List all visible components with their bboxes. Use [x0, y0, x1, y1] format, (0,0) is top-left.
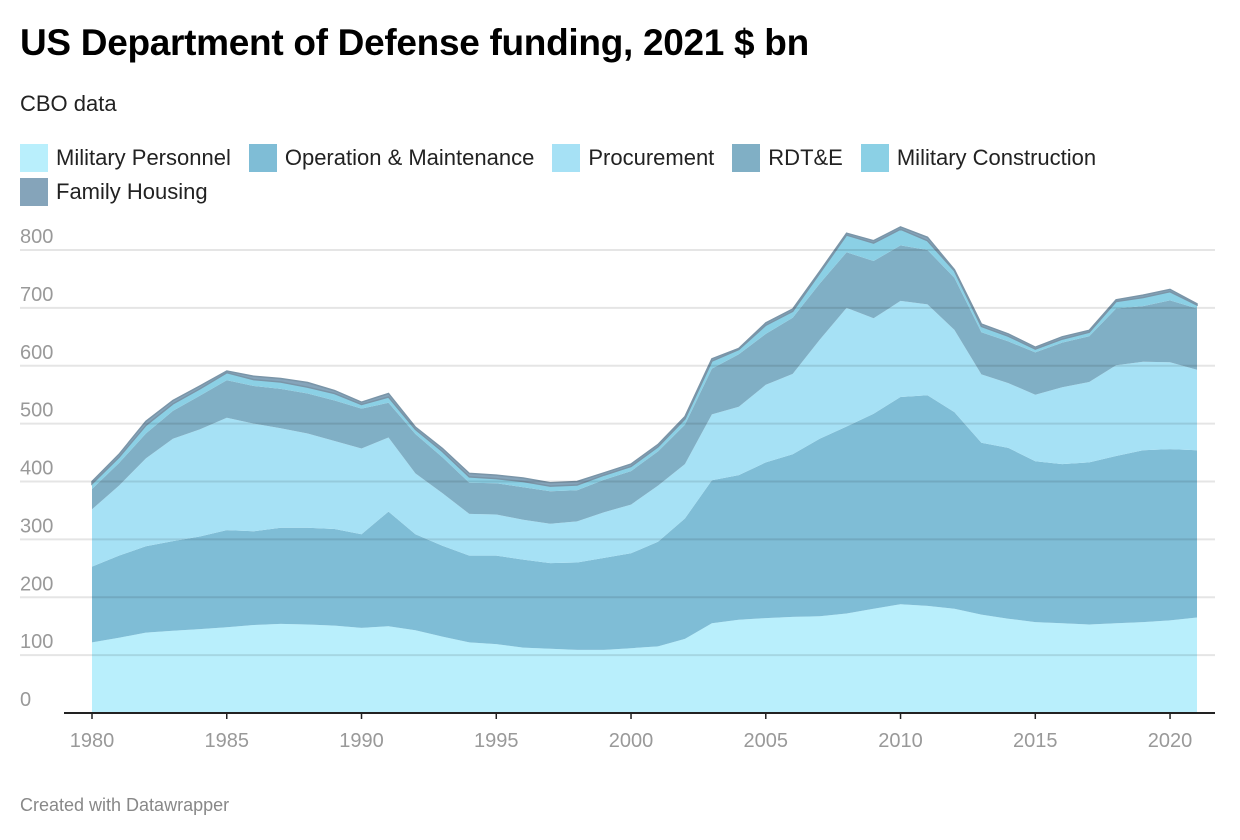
area-operation-maintenance	[92, 395, 1197, 650]
x-tick-label: 1985	[205, 730, 250, 752]
y-tick-label: 300	[20, 515, 53, 537]
x-tick-label: 1990	[339, 730, 384, 752]
legend-swatch	[248, 144, 277, 172]
legend-item[interactable]: Family Housing	[20, 178, 208, 206]
x-tick-label: 2000	[609, 730, 654, 752]
legend-label: Family Housing	[56, 179, 208, 204]
area-rdt-e	[92, 245, 1197, 524]
chart-title: US Department of Defense funding, 2021 $…	[20, 22, 809, 63]
y-tick-label: 400	[20, 458, 53, 480]
x-tick-label: 1995	[474, 730, 519, 752]
legend-label: Military Construction	[896, 145, 1097, 170]
legend-swatch	[552, 144, 581, 172]
legend-label: Military Personnel	[56, 145, 231, 170]
y-tick-label: 700	[20, 284, 53, 306]
footer-credit: Created with Datawrapper	[20, 795, 230, 815]
legend-swatch	[20, 144, 48, 172]
y-tick-label: 500	[20, 400, 53, 422]
legend-swatch	[860, 144, 889, 172]
legend-item[interactable]: Military Construction	[860, 144, 1097, 172]
y-tick-label: 100	[20, 631, 53, 653]
x-tick-label: 2005	[744, 730, 789, 752]
legend-label: RDT&E	[768, 145, 843, 170]
legend-label: Procurement	[588, 145, 715, 170]
legend-swatch	[732, 144, 761, 172]
area-family-housing	[91, 226, 1198, 487]
y-tick-label: 200	[20, 573, 53, 595]
area-procurement	[92, 300, 1197, 567]
chart-subtitle: CBO data	[20, 91, 117, 116]
area-military-personnel	[92, 604, 1197, 713]
x-tick-label: 2020	[1148, 730, 1193, 752]
legend: Military Personnel Operation & Maintenanc…	[20, 144, 1220, 206]
y-tick-label: 0	[20, 689, 31, 711]
legend-swatch	[20, 178, 48, 206]
legend-item[interactable]: Military Personnel	[20, 144, 231, 172]
x-tick-label: 2015	[1013, 730, 1058, 752]
legend-item[interactable]: Procurement	[552, 144, 714, 172]
y-tick-label: 600	[20, 342, 53, 364]
y-tick-label: 800	[20, 226, 53, 248]
legend-item[interactable]: RDT&E	[732, 144, 843, 172]
x-tick-label: 1980	[70, 730, 115, 752]
legend-label: Operation & Maintenance	[284, 145, 535, 170]
x-tick-label: 2010	[878, 730, 923, 752]
legend-item[interactable]: Operation & Maintenance	[248, 144, 535, 172]
